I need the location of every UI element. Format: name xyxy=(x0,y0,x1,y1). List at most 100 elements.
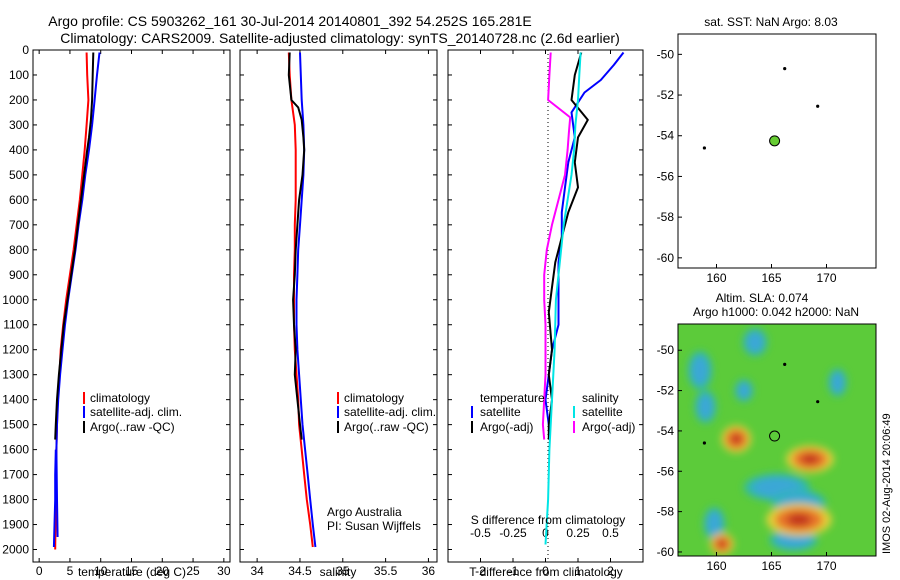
map-x-tick-label: 160 xyxy=(706,559,726,573)
y-tick-label: 600 xyxy=(9,193,29,207)
salinity-series xyxy=(287,52,317,548)
imos-timestamp: IMOS 02-Aug-2014 20:06:49 xyxy=(881,413,893,554)
x-tick-label: 34 xyxy=(250,564,264,578)
x-tick-label: 0 xyxy=(542,564,549,578)
legend-temperature-heading: temperature xyxy=(480,391,545,405)
x-tick-label: 36 xyxy=(422,564,436,578)
series-line-blue xyxy=(295,52,317,548)
sla-low-anomaly-core xyxy=(706,511,722,536)
y-tick-label: 1100 xyxy=(3,318,29,332)
s-tick-label: -0.25 xyxy=(499,526,527,540)
y-tick-label: 1900 xyxy=(2,518,29,532)
temperature-series xyxy=(52,52,101,550)
y-tick-label: 1700 xyxy=(2,468,29,482)
y-tick-label: 1300 xyxy=(2,368,29,382)
legend-s-argo-label: Argo(-adj) xyxy=(582,420,635,434)
sla-low-anomaly-core xyxy=(830,372,845,393)
map-y-tick-label: -52 xyxy=(657,88,675,102)
x-tick-label: 30 xyxy=(217,564,231,578)
y-tick-label: 100 xyxy=(9,68,29,82)
map-x-tick-label: 170 xyxy=(816,271,836,285)
sst-map-title: sat. SST: NaN Argo: 8.03 xyxy=(704,15,838,29)
sla-map-title-line1: Altim. SLA: 0.074 xyxy=(716,291,809,305)
map-y-tick-label: -58 xyxy=(657,505,675,519)
x-tick-label: 2 xyxy=(607,564,614,578)
y-tick-label: 0 xyxy=(22,43,29,57)
x-tick-label: 15 xyxy=(125,564,139,578)
x-tick-label: 5 xyxy=(67,564,74,578)
difference-legend: temperature salinity satellite Argo(-adj… xyxy=(471,391,635,434)
salinity-panel: 34 34.5 35 35.5 36 salinity climatology sate… xyxy=(239,49,438,579)
difference-axis-ticks: -2 -1 0 1 2-0.5 -0.25 0 0.25 0.5 xyxy=(448,49,643,578)
y-tick-label: 2000 xyxy=(2,543,29,557)
y-tick-label: 400 xyxy=(9,143,29,157)
argo-position-marker xyxy=(769,430,781,442)
series-line-salinity-cyan xyxy=(544,52,582,545)
map-y-tick-label: -56 xyxy=(657,464,675,478)
credit-pi: PI: Susan Wijffels xyxy=(327,519,421,533)
island-mark xyxy=(816,104,820,108)
series-line-salinity-magenta xyxy=(541,52,572,440)
island-mark xyxy=(783,66,787,71)
salinity-axes-frame xyxy=(239,49,438,563)
y-tick-label: 500 xyxy=(9,168,29,182)
credit-org: Argo Australia xyxy=(327,505,402,519)
legend-t-satellite-label: satellite xyxy=(480,405,521,419)
island-mark xyxy=(702,441,707,445)
series-line-temperature-black xyxy=(547,52,589,440)
legend-satellite-label: satellite-adj. clim. xyxy=(344,405,436,419)
sst-map-ticks: 160 165 170 -50 -52 -54 -56 -58 -60 xyxy=(657,47,837,285)
y-tick-label: 1200 xyxy=(2,343,29,357)
figure-title-line1: Argo profile: CS 5903262_161 30-Jul-2014… xyxy=(48,13,531,29)
sla-map: Altim. SLA: 0.074 Argo h1000: 0.042 h200… xyxy=(657,291,877,573)
y-tick-label: 1500 xyxy=(2,418,29,432)
sla-low-anomaly-core xyxy=(737,382,751,399)
temperature-panel: 0 5 10 15 20 25 300100200300400500600700800900… xyxy=(2,43,231,579)
difference-series xyxy=(541,51,625,545)
y-tick-label: 300 xyxy=(9,118,29,132)
s-tick-label: -0.5 xyxy=(470,526,491,540)
legend-argo-label: Argo(..raw -QC) xyxy=(344,420,429,434)
s-tick-label: 0.25 xyxy=(566,526,590,540)
y-tick-label: 700 xyxy=(9,218,29,232)
sla-high-anomaly-peak xyxy=(801,454,819,465)
sst-map-frame xyxy=(677,33,877,269)
legend-satellite-label: satellite-adj. clim. xyxy=(90,405,182,419)
salinity-xlabel: salinity xyxy=(320,565,357,579)
legend-climatology-label: climatology xyxy=(344,391,404,405)
x-tick-label: 0 xyxy=(36,564,43,578)
t-difference-xlabel: T difference from climatology xyxy=(469,565,623,579)
argo-position-marker xyxy=(769,135,781,147)
temperature-axes-frame xyxy=(32,49,231,563)
series-line-blue xyxy=(55,52,101,538)
sla-map-frame xyxy=(677,323,877,557)
x-tick-label: 10 xyxy=(94,564,108,578)
y-tick-label: 1000 xyxy=(2,293,29,307)
map-x-tick-label: 160 xyxy=(706,271,726,285)
map-y-tick-label: -50 xyxy=(657,343,675,357)
sst-map-marks xyxy=(702,66,820,150)
sla-map-ticks: 160 165 170 -50 -52 -54 -56 -58 -60 xyxy=(657,343,837,573)
island-mark xyxy=(702,146,707,150)
x-tick-label: -1 xyxy=(508,564,519,578)
legend-climatology-label: climatology xyxy=(90,391,150,405)
x-tick-label: -2 xyxy=(475,564,486,578)
salinity-legend: climatology satellite-adj. clim. Argo(..… xyxy=(337,391,436,434)
sla-map-marks xyxy=(702,362,820,445)
series-line-blue xyxy=(52,449,57,548)
sst-map: sat. SST: NaN Argo: 8.03 160 165 170 -50 -52… xyxy=(657,15,877,285)
x-tick-label: 1 xyxy=(575,564,582,578)
sla-low-anomaly-core xyxy=(691,356,709,385)
island-mark xyxy=(816,400,820,404)
figure-title-line2: Climatology: CARS2009. Satellite-adjuste… xyxy=(60,30,620,46)
map-y-tick-label: -60 xyxy=(657,251,675,265)
map-x-tick-label: 165 xyxy=(761,559,781,573)
y-tick-label: 900 xyxy=(9,268,29,282)
x-tick-label: 20 xyxy=(156,564,170,578)
sla-anomaly-field xyxy=(688,328,847,555)
map-x-tick-label: 170 xyxy=(816,559,836,573)
series-line-red xyxy=(54,52,90,550)
sla-map-title-line2: Argo h1000: 0.042 h2000: NaN xyxy=(693,305,859,319)
sla-low-anomaly-core xyxy=(746,332,764,353)
